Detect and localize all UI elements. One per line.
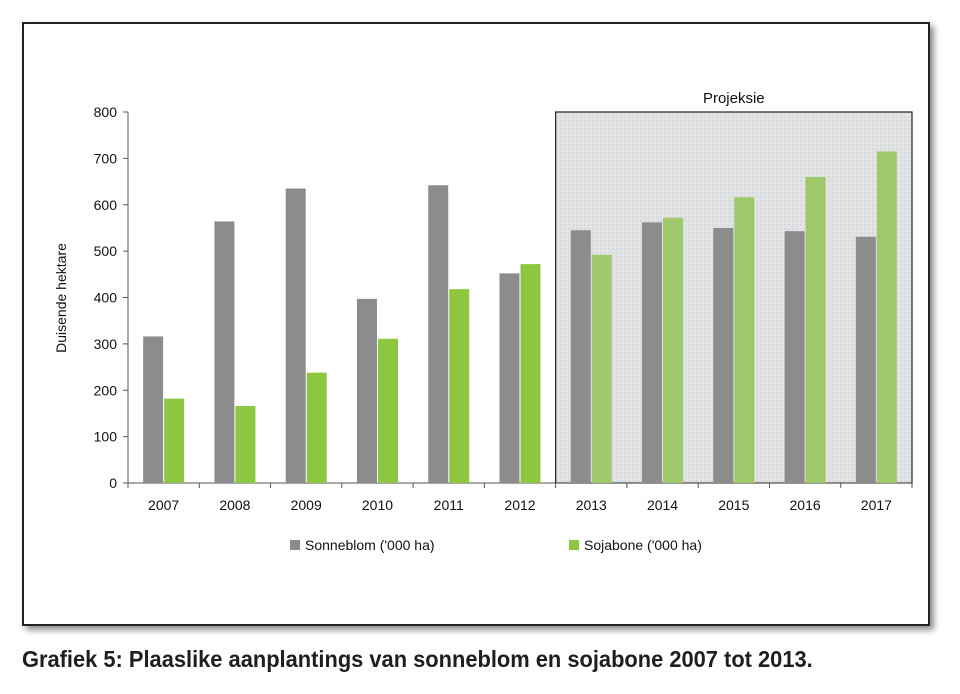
projection-label: Projeksie xyxy=(703,90,765,107)
bar-sonneblom-2012 xyxy=(499,273,520,483)
bar-sojabone-2010 xyxy=(377,338,398,483)
bar-sonneblom-2008 xyxy=(214,221,235,483)
x-tick-label: 2017 xyxy=(861,497,892,513)
legend-swatch-sojabone xyxy=(569,540,579,550)
bar-sojabone-2016 xyxy=(805,176,826,484)
bar-sojabone-2015 xyxy=(734,197,755,483)
x-tick-label: 2012 xyxy=(504,497,535,513)
bar-sonneblom-2013 xyxy=(570,230,591,483)
x-tick-label: 2014 xyxy=(647,497,678,513)
bar-sonneblom-2007 xyxy=(143,336,164,483)
y-tick-label: 200 xyxy=(94,382,118,398)
legend-label-sojabone: Sojabone ('000 ha) xyxy=(584,537,702,553)
bar-sojabone-2012 xyxy=(520,264,541,483)
y-tick-label: 500 xyxy=(94,243,118,259)
bar-sojabone-2014 xyxy=(663,217,684,484)
legend-label-sonneblom: Sonneblom ('000 ha) xyxy=(305,537,435,553)
bar-sojabone-2009 xyxy=(306,372,327,483)
bar-sonneblom-2016 xyxy=(784,231,805,483)
bar-sonneblom-2017 xyxy=(855,236,876,483)
x-tick-label: 2009 xyxy=(291,497,322,513)
y-tick-label: 600 xyxy=(94,197,118,213)
bar-sojabone-2008 xyxy=(235,406,256,483)
x-tick-label: 2007 xyxy=(148,497,179,513)
figure-caption: Grafiek 5: Plaaslike aanplantings van so… xyxy=(22,646,813,672)
bar-sonneblom-2014 xyxy=(642,222,663,483)
bar-sonneblom-2015 xyxy=(713,227,734,483)
bar-sonneblom-2009 xyxy=(285,188,306,484)
y-tick-label: 0 xyxy=(109,475,117,491)
y-tick-label: 700 xyxy=(94,150,118,166)
x-tick-label: 2013 xyxy=(576,497,607,513)
x-tick-label: 2011 xyxy=(434,497,464,513)
y-tick-label: 300 xyxy=(94,336,118,352)
x-tick-label: 2016 xyxy=(790,497,821,513)
x-tick-label: 2015 xyxy=(718,497,749,513)
bar-sonneblom-2011 xyxy=(428,185,449,483)
y-axis-label: Duisende hektare xyxy=(53,243,69,353)
bar-sojabone-2017 xyxy=(876,151,897,483)
x-tick-label: 2008 xyxy=(219,497,250,513)
bar-sojabone-2011 xyxy=(449,289,470,483)
legend-swatch-sonneblom xyxy=(290,540,300,550)
y-tick-label: 800 xyxy=(94,104,118,120)
bar-sojabone-2007 xyxy=(164,398,185,483)
y-tick-label: 400 xyxy=(94,290,118,306)
projection-region xyxy=(555,111,913,484)
bar-sonneblom-2010 xyxy=(356,298,377,483)
x-tick-label: 2010 xyxy=(362,497,393,513)
bar-sojabone-2013 xyxy=(591,254,612,483)
y-tick-label: 100 xyxy=(94,429,118,445)
